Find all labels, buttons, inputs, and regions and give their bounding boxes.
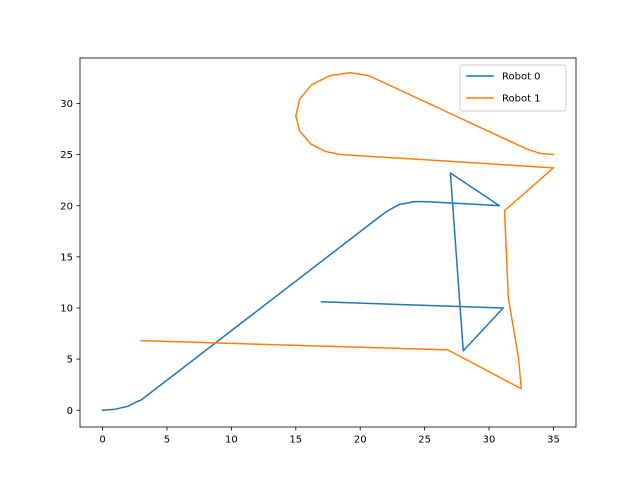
x-tick-label: 0 bbox=[99, 435, 105, 446]
y-tick-label: 5 bbox=[67, 355, 73, 366]
y-tick-label: 25 bbox=[60, 150, 73, 161]
x-tick-label: 30 bbox=[483, 435, 496, 446]
y-tick-label: 30 bbox=[60, 99, 73, 110]
x-tick-label: 10 bbox=[225, 435, 238, 446]
y-tick-label: 0 bbox=[67, 406, 73, 417]
x-tick-label: 25 bbox=[418, 435, 431, 446]
x-tick-label: 5 bbox=[164, 435, 170, 446]
x-tick-label: 35 bbox=[547, 435, 560, 446]
y-tick-label: 10 bbox=[60, 304, 73, 315]
y-tick-label: 20 bbox=[60, 201, 73, 212]
axes-frame bbox=[79, 57, 577, 428]
series-line-robot-1 bbox=[140, 71, 555, 390]
legend-label: Robot 0 bbox=[502, 72, 541, 83]
axes-background bbox=[80, 58, 576, 427]
x-tick-label: 15 bbox=[289, 435, 302, 446]
x-tick-label: 20 bbox=[354, 435, 367, 446]
plot-area: 0 5 10 15 20 25 30 35 0 5 10 15 20 25 30 Robot 0 Robot 1 bbox=[60, 57, 577, 446]
series-line-robot-0 bbox=[101, 172, 504, 412]
y-tick-label: 15 bbox=[60, 252, 73, 263]
legend-label: Robot 1 bbox=[502, 94, 541, 105]
